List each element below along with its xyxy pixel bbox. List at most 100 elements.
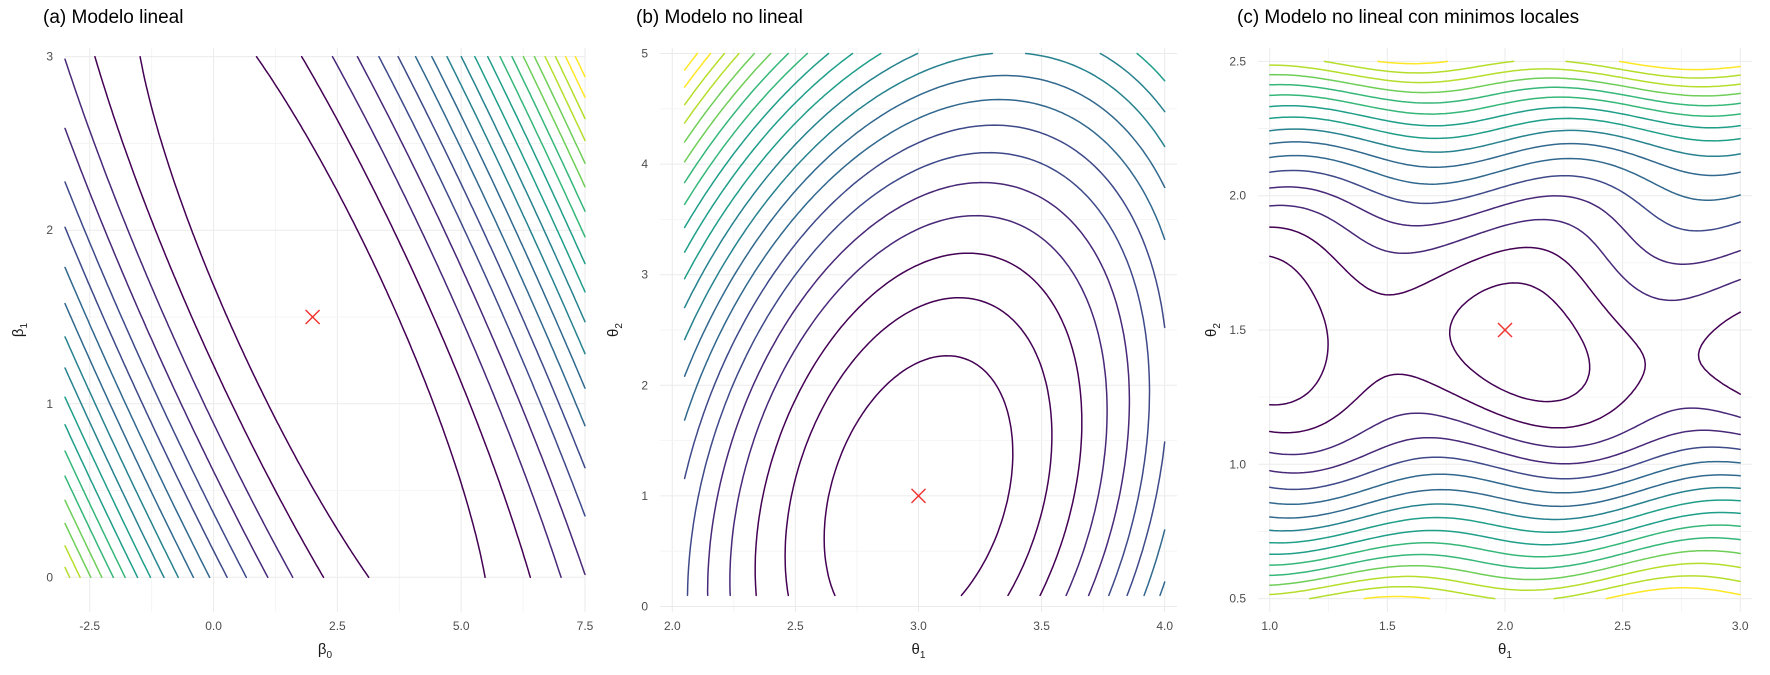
contour-line	[64, 55, 586, 579]
x-axis-label-sub: 0	[327, 650, 333, 661]
contour-line	[683, 52, 740, 124]
x-tick-label: 7.5	[577, 619, 594, 633]
contour-line	[574, 55, 586, 78]
y-tick-label: 1	[46, 397, 53, 411]
panel-a-title: (a) Modelo lineal	[43, 7, 183, 28]
y-tick-label: 4	[641, 157, 648, 171]
x-tick-label: 3.0	[910, 619, 927, 633]
contour-line	[729, 214, 1108, 597]
contour-line	[1308, 60, 1741, 600]
y-tick-label: 3	[641, 268, 648, 282]
x-axis-label-sub: 1	[1506, 650, 1512, 661]
contour-line	[683, 74, 1166, 597]
y-axis-label-sub: 1	[19, 322, 30, 328]
y-axis-label-sub: 2	[1212, 323, 1223, 329]
y-tick-label: 2.5	[1229, 54, 1246, 68]
contour-line	[683, 52, 830, 229]
x-tick-label: 5.0	[453, 619, 470, 633]
x-tick-label: 3.0	[1732, 619, 1749, 633]
y-tick-label: 0.5	[1229, 592, 1246, 606]
x-tick-label: 1.0	[1261, 619, 1278, 633]
panel-b: (b) Modelo no lineal 2.0 2.5 3.0 3.5 4.0 0 1 2 3…	[605, 7, 1177, 661]
gridlines	[65, 48, 586, 612]
contour-line	[683, 52, 854, 253]
contour-line	[1269, 204, 1741, 456]
contour-line	[1269, 104, 1741, 556]
x-axis-label: θ1	[1498, 641, 1512, 661]
x-axis-label-sub: 1	[920, 650, 926, 661]
contour-line	[64, 55, 586, 579]
contour-lines	[683, 52, 1166, 597]
contour-line	[1269, 73, 1741, 586]
contour-line	[706, 181, 1131, 597]
x-tick-label: 0.0	[205, 619, 222, 633]
minimum-marker-stroke	[911, 488, 926, 504]
contour-line	[1269, 154, 1741, 506]
contour-line	[683, 98, 1166, 597]
y-tick-label: 5	[641, 47, 648, 61]
y-tick-label: 1.0	[1229, 457, 1246, 471]
contour-line	[784, 296, 1053, 597]
x-tick-label: 3.5	[1033, 619, 1050, 633]
contour-line	[683, 52, 1166, 280]
y-tick-label: 1.5	[1229, 323, 1246, 337]
x-axis-label: θ1	[912, 641, 926, 661]
panel-b-title: (b) Modelo no lineal	[636, 7, 803, 28]
contour-line	[823, 354, 1014, 597]
contour-line	[1363, 60, 1741, 600]
panel-a: (a) Modelo lineal -2.5 0.0 2.5 5.0 7.5 0 1 2 3 β0…	[10, 7, 594, 661]
contour-line	[564, 55, 586, 99]
x-tick-label: 2.5	[1614, 619, 1631, 633]
y-axis-label: θ2	[605, 323, 625, 337]
contour-line	[64, 55, 586, 579]
contour-line	[64, 55, 586, 579]
contour-line	[1269, 141, 1741, 519]
gridlines	[1258, 48, 1752, 612]
x-axis-label: β0	[318, 641, 333, 661]
contour-line	[683, 52, 712, 88]
gridlines	[660, 48, 1177, 612]
y-tick-label: 2	[46, 223, 53, 237]
contour-line	[686, 151, 1151, 597]
contour-line	[1269, 255, 1591, 406]
contour-line	[1269, 226, 1741, 434]
y-tick-label: 3	[46, 50, 53, 64]
contour-line	[1269, 169, 1741, 491]
contour-line	[683, 52, 790, 184]
x-tick-label: -2.5	[79, 619, 100, 633]
minimum-marker-stroke	[305, 309, 321, 325]
contour-line	[683, 124, 1166, 597]
y-axis-label-sub: 2	[614, 323, 625, 329]
contour-lines	[64, 55, 586, 579]
contour-line	[754, 252, 1083, 597]
contour-line	[683, 52, 772, 163]
x-tick-label: 2.5	[329, 619, 346, 633]
contour-line	[64, 55, 586, 579]
contour-line	[64, 55, 586, 579]
contour-line	[64, 55, 586, 579]
x-tick-label: 2.0	[1497, 619, 1514, 633]
contour-line	[683, 52, 756, 143]
contour-line	[64, 55, 586, 579]
contour-line	[139, 55, 486, 579]
contour-line	[64, 55, 562, 579]
y-axis-label: θ2	[1203, 323, 1223, 337]
contour-line	[1269, 94, 1741, 566]
contour-line	[64, 55, 586, 579]
y-tick-label: 2.0	[1229, 189, 1246, 203]
panel-c: (c) Modelo no lineal con minimos locales…	[1203, 7, 1752, 661]
y-axis-label: β1	[10, 322, 30, 337]
contour-line	[64, 55, 586, 579]
x-tick-label: 4.0	[1156, 619, 1173, 633]
contour-line	[683, 52, 809, 206]
contour-line	[683, 52, 1166, 341]
minimum-marker	[305, 309, 321, 325]
contour-line	[1269, 186, 1741, 474]
contour-lines	[1269, 60, 1741, 600]
contour-line	[64, 55, 586, 579]
minimum-marker	[1497, 322, 1513, 338]
y-tick-label: 2	[641, 378, 648, 392]
contour-line	[64, 55, 586, 579]
